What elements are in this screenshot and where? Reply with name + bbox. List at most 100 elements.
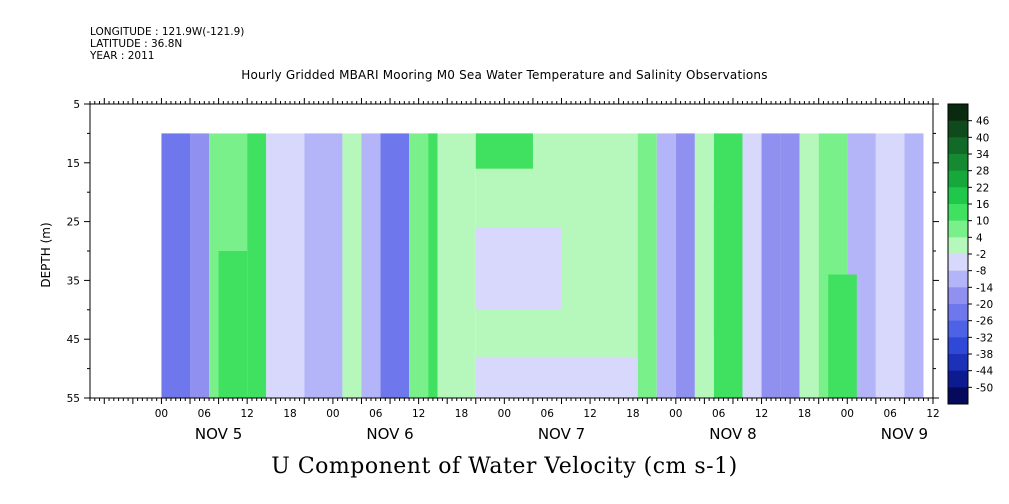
axes: 5 15 25 35 45 55 00 06 12 18 00 06 12 18 00 06 12 18 00 06 1… [67,98,940,443]
heatmap-band [656,133,676,398]
heatmap-band [904,133,924,398]
colorbar-swatch [948,137,968,155]
heatmap-band [875,133,905,398]
colorbar-label: -50 [976,382,993,394]
heatmap-patch [475,356,638,398]
heatmap-band [742,133,762,398]
x-tick-label: 06 [712,408,726,420]
heatmap-band [437,133,476,398]
colorbar-label: 46 [976,116,990,128]
colorbar: 46 40 34 28 22 16 10 4 -2 -8 -14 -20 -26 -32 -38 -44 -50 [947,103,993,405]
x-day-label: NOV 9 [881,425,928,443]
colorbar-label: -8 [976,266,986,278]
x-tick-label: 12 [926,408,939,420]
x-tick-label: 18 [283,408,296,420]
colorbar-swatch [948,237,968,255]
x-tick-label: 18 [455,408,468,420]
colorbar-swatch [948,220,968,238]
heatmap-band [637,133,657,398]
year-label: YEAR : 2011 [90,50,155,62]
heatmap-band [380,133,410,398]
colorbar-swatch [948,354,968,372]
x-tick-label: 00 [326,408,339,420]
heatmap-band [361,133,381,398]
latitude-label: LATITUDE : 36.8N [90,38,183,50]
colorbar-label: -14 [976,282,993,294]
heatmap-band [761,133,781,398]
colorbar-swatch [948,170,968,188]
chart-title: Hourly Gridded MBARI Mooring M0 Sea Wate… [241,68,768,82]
heatmap-band [409,133,429,398]
colorbar-label: -26 [976,316,993,328]
x-tick-label: 12 [583,408,596,420]
colorbar-swatch [948,120,968,138]
heatmap-band [342,133,362,398]
colorbar-swatch [948,304,968,322]
colorbar-label: -44 [976,366,993,378]
y-tick-label: 5 [73,99,80,111]
colorbar-swatch [948,320,968,338]
x-tick-label: 12 [240,408,253,420]
heatmap-band [780,133,800,398]
heatmap-patch [475,133,533,169]
x-day-label: NOV 7 [538,425,585,443]
colorbar-label: 22 [976,182,989,194]
x-tick-label: 06 [541,408,555,420]
x-day-label: NOV 8 [709,425,756,443]
y-tick-label: 25 [67,217,80,229]
colorbar-swatch [948,154,968,172]
colorbar-swatch [948,104,968,122]
x-tick-label: 00 [841,408,854,420]
colorbar-label: 10 [976,216,989,228]
y-tick-label: 55 [67,393,80,405]
y-tick-label: 15 [67,158,80,170]
colorbar-label: 16 [976,199,990,211]
x-tick-label: 06 [369,408,383,420]
heatmap-band [266,133,305,398]
x-tick-label: 18 [798,408,811,420]
colorbar-swatch [948,387,968,405]
heatmap-band [428,133,438,398]
colorbar-swatch [948,370,968,388]
colorbar-label: 4 [976,232,983,244]
colorbar-label: -2 [976,249,986,261]
heatmap-band [304,133,343,398]
x-tick-label: 00 [669,408,682,420]
heatmap-band [799,133,819,398]
heatmap-band [694,133,714,398]
heatmap-band [247,133,267,398]
colorbar-swatch [948,270,968,288]
longitude-label: LONGITUDE : 121.9W(-121.9) [90,26,245,38]
heatmap-patch [828,274,857,398]
y-tick-label: 45 [67,334,80,346]
x-tick-label: 06 [883,408,897,420]
colorbar-swatch [948,187,968,205]
chart-bottom-title: U Component of Water Velocity (cm s-1) [271,454,738,479]
colorbar-label: 28 [976,166,989,178]
x-tick-label: 06 [198,408,212,420]
heatmap-band [161,133,191,398]
x-day-label: NOV 6 [366,425,413,443]
heatmap-patch [713,203,743,334]
y-tick-label: 35 [67,275,80,287]
colorbar-label: 34 [976,149,990,161]
colorbar-swatch [948,287,968,305]
x-day-label: NOV 5 [195,425,242,443]
heatmap-band [190,133,210,398]
colorbar-swatch [948,337,968,355]
y-axis-label: DEPTH (m) [39,222,53,287]
x-tick-label: 00 [498,408,511,420]
colorbar-label: -32 [976,332,993,344]
x-tick-label: 12 [755,408,768,420]
colorbar-swatch [948,254,968,272]
heatmap-fill [161,133,924,398]
heatmap-patch [475,227,562,310]
x-tick-label: 00 [155,408,168,420]
colorbar-label: 40 [976,132,989,144]
colorbar-swatch [948,204,968,222]
colorbar-label: -38 [976,349,993,361]
x-tick-label: 12 [412,408,425,420]
heatmap-band [675,133,695,398]
x-tick-label: 18 [626,408,639,420]
